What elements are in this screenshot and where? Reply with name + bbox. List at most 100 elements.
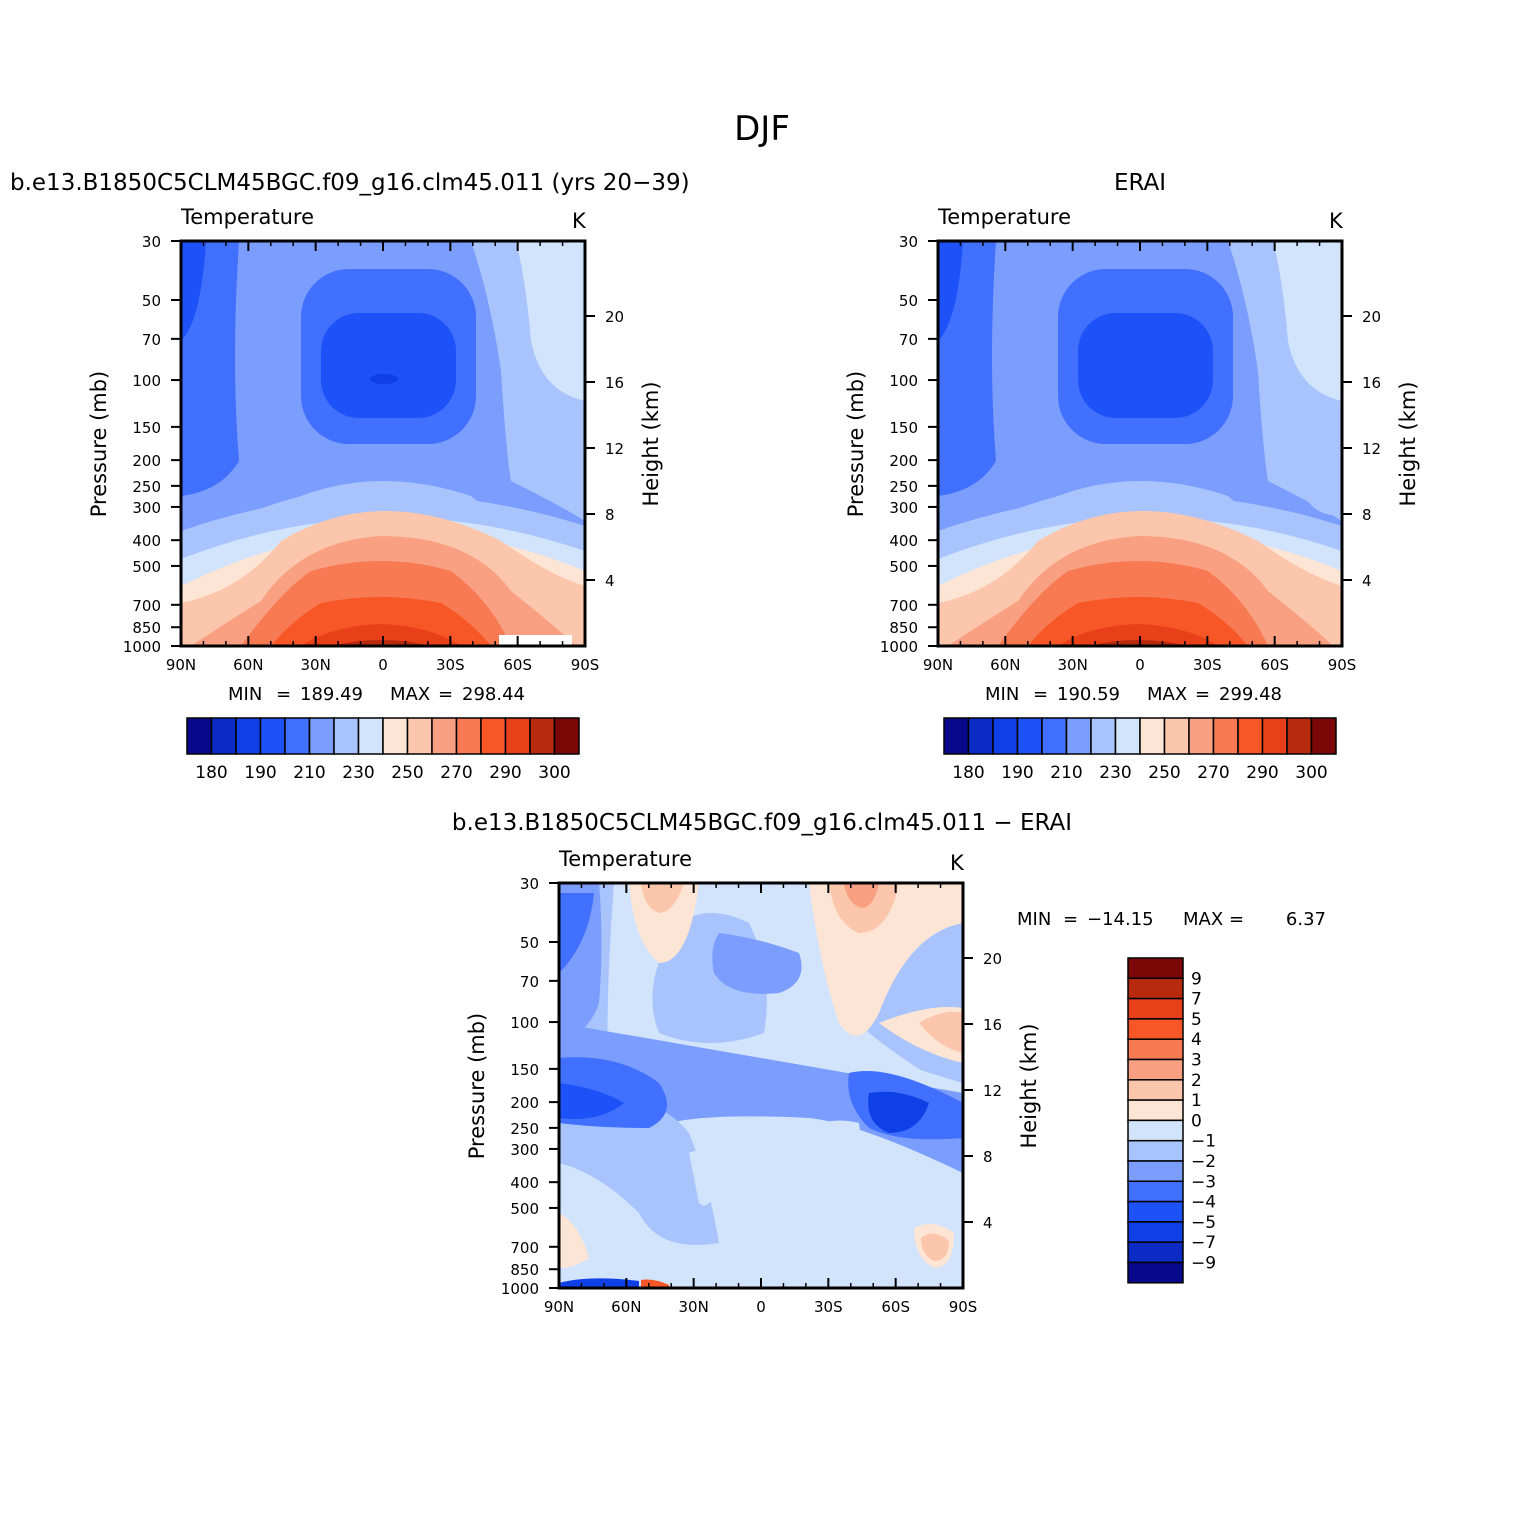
colorbar-label: 270 xyxy=(1197,763,1229,783)
y-tick-label: 850 xyxy=(132,619,161,637)
max-label: MAX xyxy=(1183,909,1223,930)
panel-difference: b.e13.B1850C5CLM45BGC.f09_g16.clm45.011 … xyxy=(452,810,1326,1316)
contour-band xyxy=(641,883,684,913)
x-tick-label: 0 xyxy=(1135,656,1145,674)
y-tick-label: 850 xyxy=(889,619,918,637)
colorbar-swatch xyxy=(455,717,482,755)
colorbar-swatch xyxy=(382,717,409,755)
colorbar-label: 0 xyxy=(1191,1111,1202,1131)
colorbar-label: 210 xyxy=(1050,763,1082,783)
x-tick-label: 0 xyxy=(378,656,388,674)
contour-band xyxy=(559,1023,963,1173)
y2-tick-label: 12 xyxy=(983,1082,1002,1100)
colorbar-swatch xyxy=(967,717,994,755)
colorbar-swatch xyxy=(235,717,262,755)
contour-band xyxy=(301,624,461,646)
colorbar-label: −1 xyxy=(1191,1132,1216,1152)
figure-title: DJF xyxy=(734,109,790,149)
colorbar-label: −3 xyxy=(1191,1172,1216,1192)
x-tick-label: 90S xyxy=(949,1298,978,1316)
colorbar-swatch xyxy=(1041,717,1068,755)
y-tick-label: 850 xyxy=(510,1261,539,1279)
colorbar-swatch xyxy=(1114,717,1141,755)
panel-title: b.e13.B1850C5CLM45BGC.f09_g16.clm45.011 … xyxy=(452,810,1072,836)
variable-label: Temperature xyxy=(937,205,1071,229)
y2-tick-label: 8 xyxy=(1362,506,1372,524)
colorbar-swatch xyxy=(1127,997,1184,1020)
colorbar-label: 2 xyxy=(1191,1071,1202,1091)
y-tick-label: 150 xyxy=(510,1061,539,1079)
contour-band xyxy=(321,313,456,418)
colorbar-swatch xyxy=(406,717,433,755)
y-tick-label: 150 xyxy=(132,419,161,437)
colorbar-swatch xyxy=(504,717,531,755)
max-label: MAX xyxy=(1147,684,1187,705)
colorbar-label: −2 xyxy=(1191,1152,1216,1172)
y2-tick-label: 12 xyxy=(1362,440,1381,458)
colorbar-swatch xyxy=(259,717,286,755)
y-axis-label: Pressure (mb) xyxy=(465,1013,489,1160)
contour-band xyxy=(1078,313,1213,418)
equals-sign: = xyxy=(1195,684,1210,705)
colorbar-label: 300 xyxy=(538,763,570,783)
equals-sign: = xyxy=(438,684,453,705)
y-tick-label: 700 xyxy=(510,1239,539,1257)
y-tick-label: 50 xyxy=(520,934,539,952)
y-tick-label: 100 xyxy=(132,372,161,390)
y-tick-label: 200 xyxy=(132,452,161,470)
y-tick-label: 30 xyxy=(899,233,918,251)
y2-tick-label: 20 xyxy=(1362,308,1381,326)
contour-plot xyxy=(938,241,1342,646)
y2-tick-label: 20 xyxy=(605,308,624,326)
contour-band xyxy=(938,241,963,341)
colorbar-label: 1 xyxy=(1191,1091,1202,1111)
axes: 90N 60N 30N 0 30S 60S 90S 30 50 70 100 150 200 250 300… xyxy=(123,233,624,674)
units-label: K xyxy=(950,851,965,875)
y-tick-label: 150 xyxy=(889,419,918,437)
contour-band xyxy=(559,1213,589,1268)
units-label: K xyxy=(1329,209,1344,233)
y-tick-label: 250 xyxy=(132,478,161,496)
colorbar-swatch xyxy=(1188,717,1215,755)
x-tick-label: 60N xyxy=(233,656,263,674)
contour-band xyxy=(689,1151,719,1206)
colorbar-label: −9 xyxy=(1191,1254,1216,1274)
colorbar-swatch xyxy=(1065,717,1092,755)
equals-sign: = xyxy=(1033,684,1048,705)
colorbar-swatch xyxy=(431,717,458,755)
equals-sign: = xyxy=(276,684,291,705)
colorbar-swatch xyxy=(1127,977,1184,1000)
y-tick-label: 70 xyxy=(520,973,539,991)
colorbar-swatch xyxy=(1127,1241,1184,1264)
contour-band xyxy=(921,1233,949,1261)
x-tick-label: 60S xyxy=(1260,656,1289,674)
x-tick-label: 90N xyxy=(166,656,196,674)
x-tick-label: 60N xyxy=(611,1298,641,1316)
colorbar-swatch xyxy=(1212,717,1239,755)
colorbar-label: 9 xyxy=(1191,969,1202,989)
y2-tick-label: 4 xyxy=(983,1214,993,1232)
colorbar-label: 180 xyxy=(195,763,227,783)
colorbar-swatch xyxy=(1139,717,1166,755)
colorbar-swatch xyxy=(992,717,1019,755)
y-tick-label: 30 xyxy=(520,875,539,893)
x-tick-label: 90S xyxy=(571,656,600,674)
y2-tick-label: 20 xyxy=(983,950,1002,968)
y-tick-label: 300 xyxy=(510,1141,539,1159)
min-value: 190.59 xyxy=(1057,684,1120,705)
min-label: MIN xyxy=(985,684,1019,705)
y-tick-label: 400 xyxy=(889,532,918,550)
contour-band xyxy=(370,374,398,384)
colorbar-swatch xyxy=(1127,1038,1184,1061)
colorbar-label: −4 xyxy=(1191,1193,1216,1213)
y-tick-label: 100 xyxy=(889,372,918,390)
colorbar-swatch xyxy=(1127,1160,1184,1183)
colorbar-swatch xyxy=(1127,1018,1184,1040)
colorbar-label: −7 xyxy=(1191,1233,1216,1253)
colorbar-swatch xyxy=(1127,957,1184,980)
colorbar-swatch xyxy=(1127,1200,1184,1223)
y2-tick-label: 8 xyxy=(605,506,615,524)
colorbar: 180 190 210 230 250 270 290 300 xyxy=(943,717,1337,783)
contour-band xyxy=(559,1278,639,1288)
